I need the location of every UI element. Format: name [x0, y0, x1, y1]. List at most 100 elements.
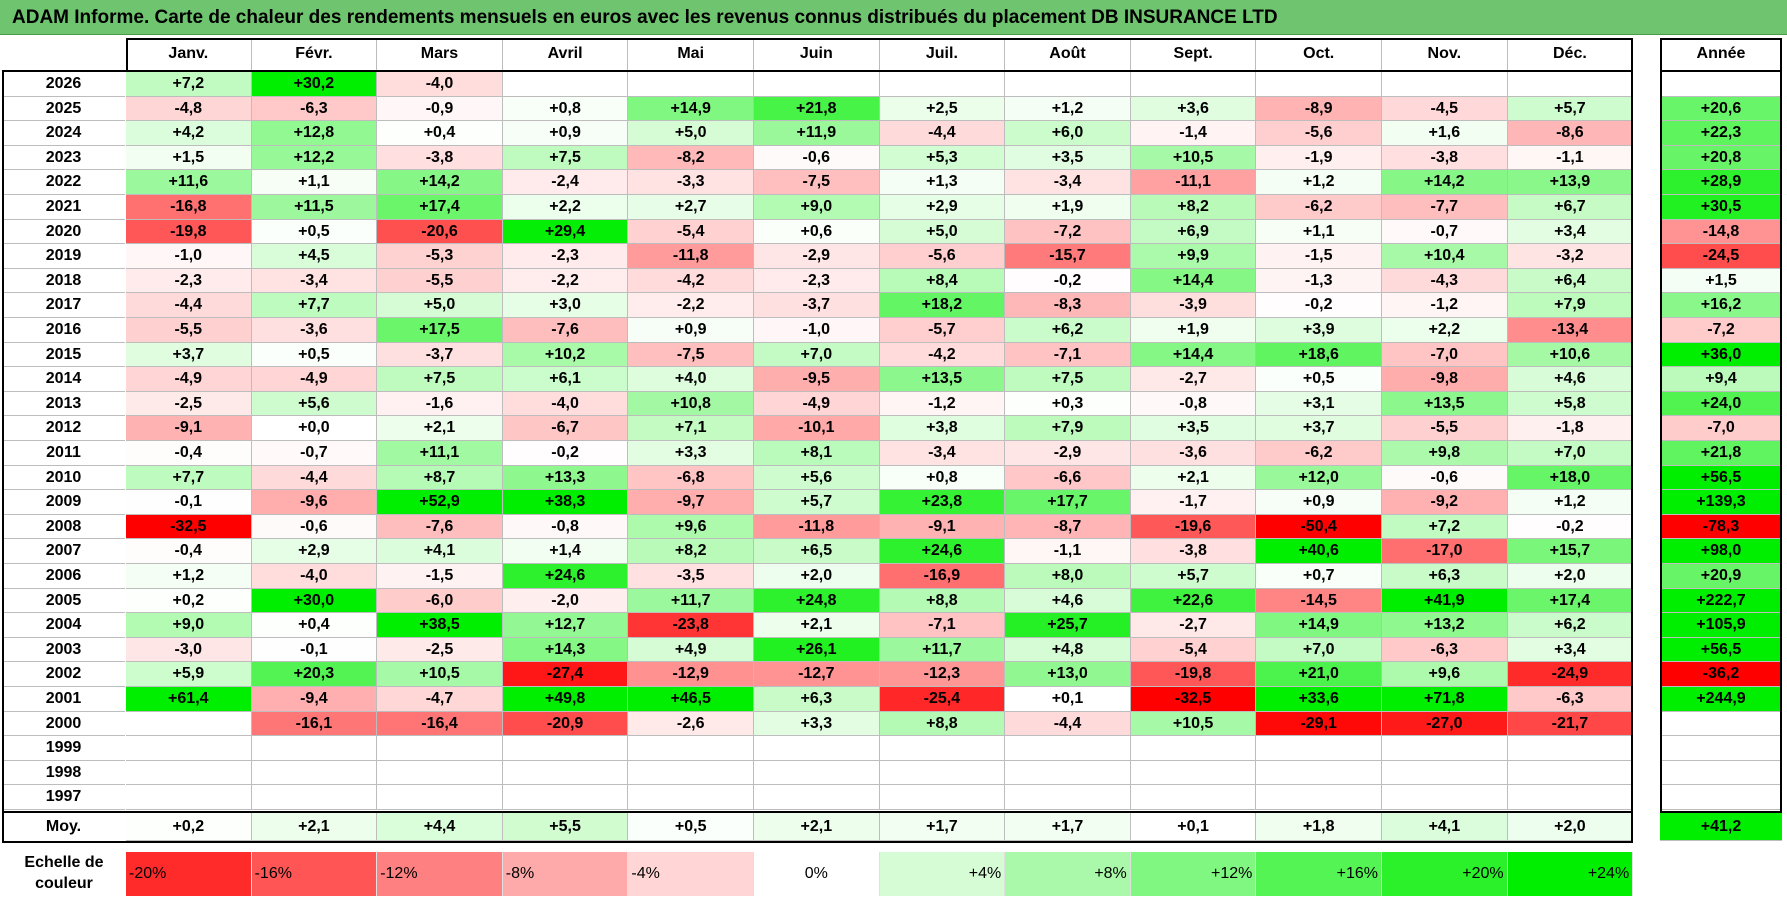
heatmap-cell: -8,7: [1005, 514, 1131, 540]
heatmap-cell: -5,6: [1256, 121, 1382, 146]
heatmap-cell: +1,2: [1256, 170, 1382, 195]
heatmap-cell: -1,5: [377, 564, 503, 589]
heatmap-cell: +7,2: [1382, 514, 1508, 540]
heatmap-cell: -6,8: [628, 465, 754, 491]
heatmap-cell: -3,3: [628, 170, 754, 195]
heatmap-cell: -8,6: [1507, 121, 1634, 146]
year-label: 2026: [2, 72, 125, 97]
heatmap-cell: +4,1: [377, 539, 503, 564]
heatmap-cell: +2,9: [879, 195, 1006, 220]
month-header: Sept.: [1131, 38, 1257, 70]
heatmap-cell: -0,2: [1005, 268, 1131, 294]
heatmap-cell: -15,7: [1005, 244, 1131, 269]
annual-cell: +36,0: [1660, 342, 1782, 368]
color-scale-step: +20%: [1382, 852, 1508, 896]
heatmap-cell: [377, 785, 503, 810]
heatmap-cell: -9,8: [1382, 367, 1508, 392]
heatmap-cell: +4,2: [126, 121, 252, 146]
heatmap-cell: [1256, 760, 1382, 786]
heatmap-cell: [628, 760, 754, 786]
heatmap-cell: -7,1: [1005, 342, 1131, 368]
heatmap-cell: +8,2: [1130, 195, 1257, 220]
heatmap-cell: -8,3: [1005, 293, 1131, 318]
heatmap-cell: [1382, 736, 1508, 761]
heatmap-cell: +7,5: [377, 367, 503, 392]
heatmap-cell: -6,2: [1256, 441, 1382, 466]
heatmap-cell: +24,6: [879, 539, 1006, 564]
heatmap-cell: -19,6: [1130, 514, 1257, 540]
year-label: 2022: [2, 170, 125, 195]
annual-cell: +16,2: [1660, 293, 1782, 318]
heatmap-cell: +9,6: [1382, 662, 1508, 687]
average-cell: +4,1: [1382, 813, 1508, 841]
heatmap-cell: -4,8: [126, 96, 252, 122]
heatmap-cell: [879, 72, 1006, 97]
year-label: 2017: [2, 293, 125, 318]
average-label: Moy.: [45, 818, 82, 835]
heatmap-cell: +15,7: [1507, 539, 1634, 564]
heatmap-cell: -5,5: [377, 268, 503, 294]
heatmap-cell: +13,3: [502, 465, 629, 491]
heatmap-cell: -3,8: [377, 145, 503, 171]
heatmap-cell: [628, 736, 754, 761]
year-label: 2008: [2, 515, 125, 540]
heatmap-cell: +8,7: [377, 465, 503, 491]
heatmap-cell: +5,0: [628, 121, 754, 146]
heatmap-cell: +17,5: [377, 318, 503, 343]
heatmap-cell: +4,6: [1005, 588, 1131, 614]
color-scale-step: +4%: [879, 852, 1006, 896]
annual-cell: -24,5: [1660, 244, 1782, 269]
heatmap-cell: [1130, 785, 1257, 810]
heatmap-cell: [1507, 736, 1634, 761]
month-header: Août: [1005, 38, 1131, 70]
heatmap-cell: -0,6: [754, 145, 880, 171]
heatmap-cell: [1507, 760, 1634, 786]
heatmap-cell: -1,9: [1256, 145, 1382, 171]
color-scale-step: +24%: [1507, 852, 1634, 896]
heatmap-cell: -6,7: [502, 416, 629, 441]
heatmap-cell: -0,8: [502, 514, 629, 540]
heatmap-cell: [251, 760, 378, 786]
heatmap-cell: +8,8: [879, 711, 1006, 737]
year-label: 2009: [2, 490, 125, 515]
heatmap-cell: +3,7: [1256, 416, 1382, 441]
heatmap-cell: -4,7: [377, 687, 503, 712]
heatmap-cell: -4,0: [377, 72, 503, 97]
heatmap-cell: +10,4: [1382, 244, 1508, 269]
heatmap-cell: +7,5: [1005, 367, 1131, 392]
heatmap-cell: -1,0: [126, 244, 252, 269]
heatmap-cell: -1,4: [1130, 121, 1257, 146]
annual-cell: [1660, 785, 1782, 810]
color-scale-step: -8%: [502, 852, 629, 896]
heatmap-cell: -6,3: [251, 96, 378, 122]
heatmap-cell: [1507, 785, 1634, 810]
heatmap-cell: +14,9: [1256, 613, 1382, 638]
annual-cell: +222,7: [1660, 588, 1782, 614]
heatmap-cell: [1005, 72, 1131, 97]
month-header: Avril: [503, 38, 629, 70]
heatmap-cell: [1382, 785, 1508, 810]
year-label: 2014: [2, 367, 125, 392]
annual-cell: -36,2: [1660, 662, 1782, 687]
heatmap-cell: -2,9: [754, 244, 880, 269]
heatmap-cell: -3,4: [251, 268, 378, 294]
heatmap-cell: -4,9: [126, 367, 252, 392]
average-cell: +0,1: [1130, 813, 1257, 841]
heatmap-cell: -27,4: [502, 662, 629, 687]
heatmap-cell: +9,0: [126, 613, 252, 638]
heatmap-cell: +6,5: [754, 539, 880, 564]
annual-cell: +56,5: [1660, 637, 1782, 663]
heatmap-cell: -9,1: [879, 514, 1006, 540]
annual-cell: [1660, 711, 1782, 737]
heatmap-cell: +7,5: [502, 145, 629, 171]
heatmap-cell: -7,5: [628, 342, 754, 368]
heatmap-cell: -4,4: [251, 465, 378, 491]
heatmap-cell: +38,5: [377, 613, 503, 638]
color-scale-step: +16%: [1256, 852, 1382, 896]
heatmap-cell: +3,5: [1130, 416, 1257, 441]
annual-cell: -7,0: [1660, 416, 1782, 441]
heatmap-cell: +0,6: [754, 219, 880, 245]
heatmap-cell: -3,8: [1382, 145, 1508, 171]
heatmap-cell: -0,2: [502, 441, 629, 466]
heatmap-cell: +11,7: [879, 637, 1006, 663]
